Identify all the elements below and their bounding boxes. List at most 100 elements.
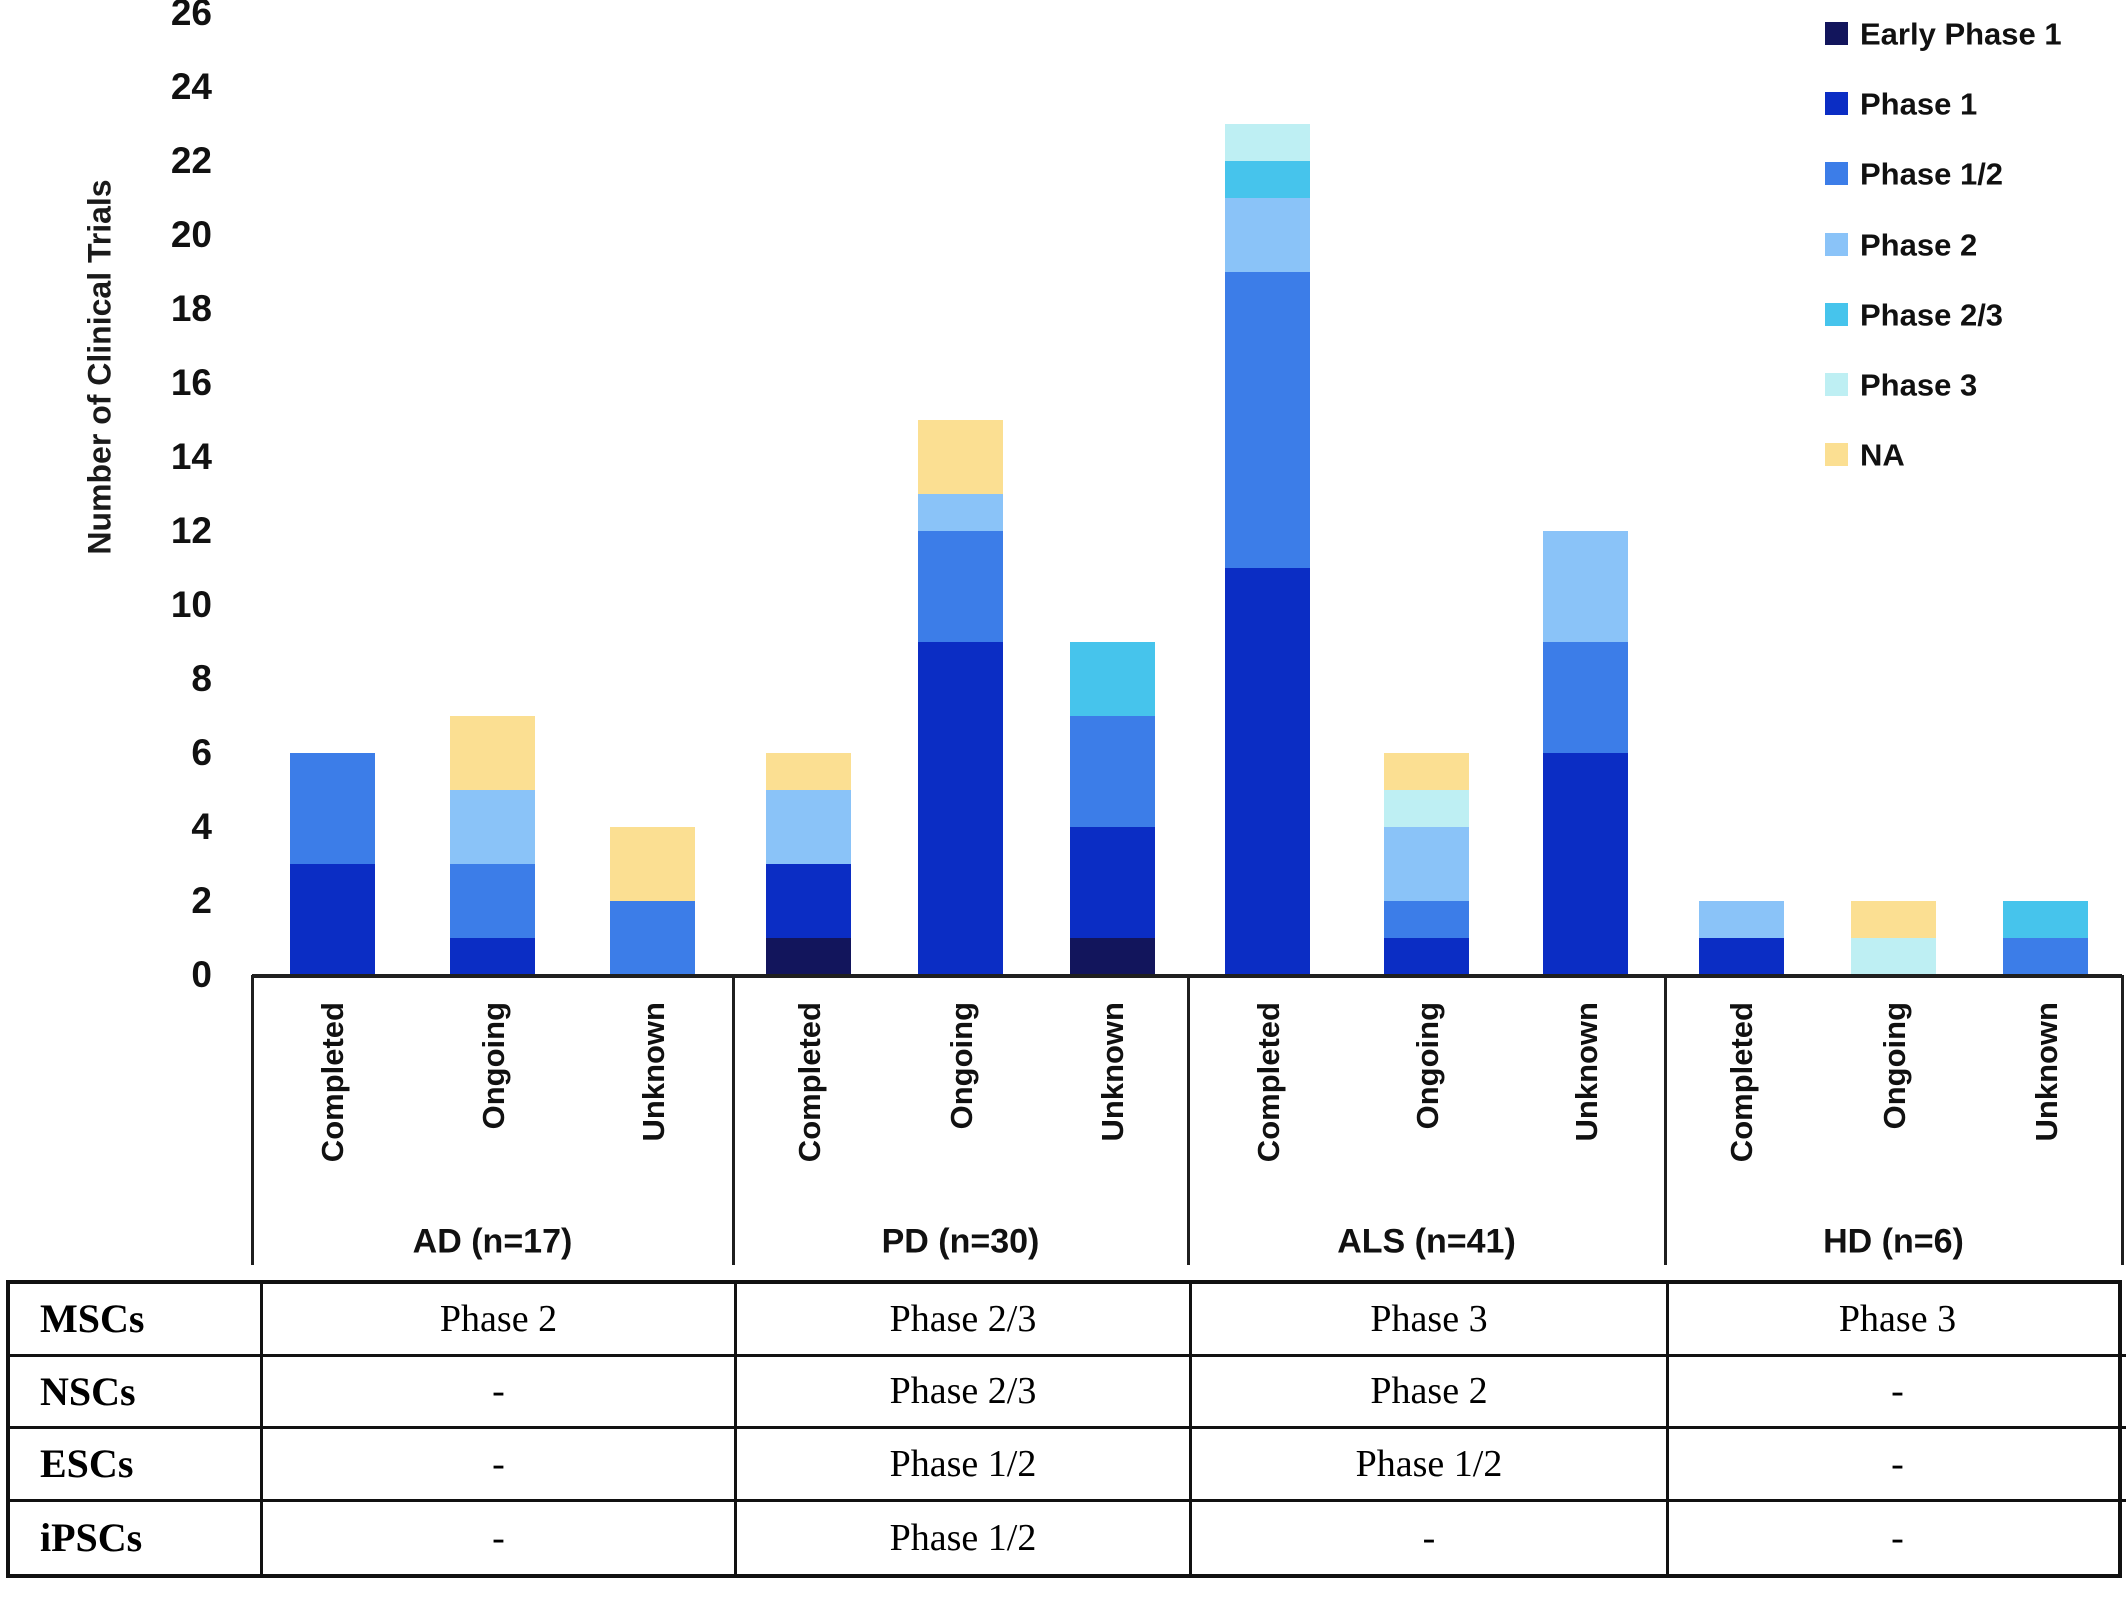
bar-segment-phase_1_2 xyxy=(289,753,375,864)
bar-segment-phase_1_2 xyxy=(610,901,696,975)
x-axis-group-label: PD (n=30) xyxy=(881,1222,1040,1261)
table-cell: Phase 1/2 xyxy=(737,1501,1192,1574)
table-cell: - xyxy=(1669,1357,2126,1429)
table-row-header: MSCs xyxy=(10,1284,263,1357)
table-cell: Phase 3 xyxy=(1669,1284,2126,1357)
bar-segment-na xyxy=(1851,901,1936,938)
bar-segment-phase_3 xyxy=(1851,938,1936,975)
y-tick-label: 18 xyxy=(170,287,212,329)
bar-segment-phase_1_2 xyxy=(1225,272,1310,568)
phase-table: MSCs Phase 2 Phase 2/3 Phase 3 Phase 3 NSCs - P… xyxy=(6,1280,2126,1578)
bar-segment-phase_1 xyxy=(1225,568,1310,975)
y-tick-label: 12 xyxy=(170,509,212,551)
y-tick-label: 0 xyxy=(191,953,212,995)
legend-swatch-phase_2 xyxy=(1825,232,1848,256)
y-tick-label: 8 xyxy=(191,657,212,699)
bar-segment-phase_2 xyxy=(1543,531,1628,642)
y-tick-label: 2 xyxy=(191,879,212,921)
bar-segment-na xyxy=(766,753,852,790)
table-row-header: NSCs xyxy=(10,1356,263,1429)
y-tick-label: 24 xyxy=(170,65,212,107)
table-cell: - xyxy=(1891,1516,1904,1559)
x-axis-status-label: Completed xyxy=(791,1002,827,1163)
x-axis-status-label: Unknown xyxy=(635,1002,671,1142)
legend-label-phase_2: Phase 2 xyxy=(1860,227,1978,263)
bar-segment-na xyxy=(450,716,535,790)
legend-label-early_phase_1: Early Phase 1 xyxy=(1860,16,2062,52)
bar-segment-phase_1 xyxy=(1543,753,1628,975)
bar-segment-phase_2 xyxy=(918,494,1003,531)
bar-segment-phase_1 xyxy=(918,642,1003,975)
bar-segment-phase_1 xyxy=(450,938,535,975)
x-axis-group-label: ALS (n=41) xyxy=(1337,1222,1516,1261)
legend-swatch-early_phase_1 xyxy=(1825,22,1848,45)
legend-label-phase_2_3: Phase 2/3 xyxy=(1860,297,2004,333)
x-axis-status-label: Unknown xyxy=(1095,1002,1131,1142)
bar-segment-phase_2 xyxy=(766,790,852,864)
table-cell: - xyxy=(263,1501,737,1574)
x-axis-group-divider xyxy=(2121,975,2124,1265)
x-axis-group-divider xyxy=(251,975,254,1265)
legend-label-phase_3: Phase 3 xyxy=(1860,367,1978,403)
table-cell: - xyxy=(263,1429,737,1502)
table-cell: Phase 2/3 xyxy=(737,1284,1192,1357)
table-row-header: iPSCs xyxy=(10,1501,263,1574)
bar-segment-phase_1_2 xyxy=(1069,716,1155,827)
table-cell: Phase 3 xyxy=(1192,1284,1669,1357)
legend-swatch-phase_1 xyxy=(1825,92,1848,116)
y-tick-label: 22 xyxy=(170,139,212,181)
y-tick-label: 10 xyxy=(170,583,212,625)
bar-segment-phase_3 xyxy=(1384,790,1469,827)
bar-segment-phase_1 xyxy=(1069,827,1155,938)
x-axis-status-label: Unknown xyxy=(2028,1002,2064,1142)
legend-label-phase_1_2: Phase 1/2 xyxy=(1860,156,2004,192)
bar-segment-na xyxy=(610,827,696,901)
table-cell: Phase 1/2 xyxy=(737,1429,1192,1502)
x-axis-status-label: Completed xyxy=(1724,1002,1760,1163)
table-row-header: ESCs xyxy=(10,1429,263,1502)
bar-segment-phase_2 xyxy=(1698,901,1784,938)
x-axis-status-label: Unknown xyxy=(1568,1002,1604,1142)
legend-label-na: NA xyxy=(1860,437,1905,473)
bar-segment-phase_2_3 xyxy=(2003,901,2089,938)
x-axis-group-label: HD (n=6) xyxy=(1823,1222,1964,1261)
bar-segment-phase_1 xyxy=(1384,938,1469,975)
x-axis-status-label: Completed xyxy=(315,1002,351,1163)
x-axis-group-divider xyxy=(1664,975,1667,1265)
x-axis-status-label: Ongoing xyxy=(1409,1002,1445,1130)
x-axis-group-divider xyxy=(732,975,735,1265)
x-axis-group-label: AD (n=17) xyxy=(412,1222,573,1261)
legend-swatch-phase_1_2 xyxy=(1825,162,1848,186)
bar-segment-na xyxy=(1384,753,1469,790)
bar-segment-phase_1 xyxy=(766,864,852,938)
bar-segment-early_phase_1 xyxy=(1069,938,1155,975)
y-tick-label: 14 xyxy=(170,435,212,477)
bar-segment-phase_1_2 xyxy=(2003,938,2089,975)
legend-swatch-phase_3 xyxy=(1825,373,1848,396)
y-tick-label: 26 xyxy=(170,0,212,33)
bar-segment-phase_1_2 xyxy=(450,864,535,938)
bar-segment-phase_2 xyxy=(450,790,535,864)
bar-segment-phase_1_2 xyxy=(918,531,1003,642)
x-axis-status-label: Ongoing xyxy=(475,1002,511,1130)
x-axis-status-label: Ongoing xyxy=(1876,1002,1912,1130)
bar-segment-early_phase_1 xyxy=(766,938,852,975)
legend-swatch-phase_2_3 xyxy=(1825,302,1848,326)
table-cell: - xyxy=(263,1356,737,1429)
x-axis-status-label: Completed xyxy=(1250,1002,1286,1163)
x-axis-status-label: Ongoing xyxy=(943,1002,979,1130)
bar-segment-phase_1_2 xyxy=(1543,642,1628,753)
bar-segment-na xyxy=(918,420,1003,494)
y-tick-label: 20 xyxy=(170,213,212,255)
table-cell: Phase 2 xyxy=(263,1284,737,1357)
table-cell: Phase 1/2 xyxy=(1192,1429,1669,1502)
table-cell: - xyxy=(1192,1501,1669,1574)
y-tick-label: 16 xyxy=(170,361,212,403)
bar-segment-phase_1 xyxy=(1698,938,1784,975)
bar-segment-phase_2_3 xyxy=(1069,642,1155,716)
bar-segment-phase_1_2 xyxy=(1384,901,1469,938)
bar-segment-phase_2 xyxy=(1384,827,1469,901)
bar-segment-phase_2_3 xyxy=(1225,161,1310,198)
y-tick-label: 4 xyxy=(191,805,212,847)
